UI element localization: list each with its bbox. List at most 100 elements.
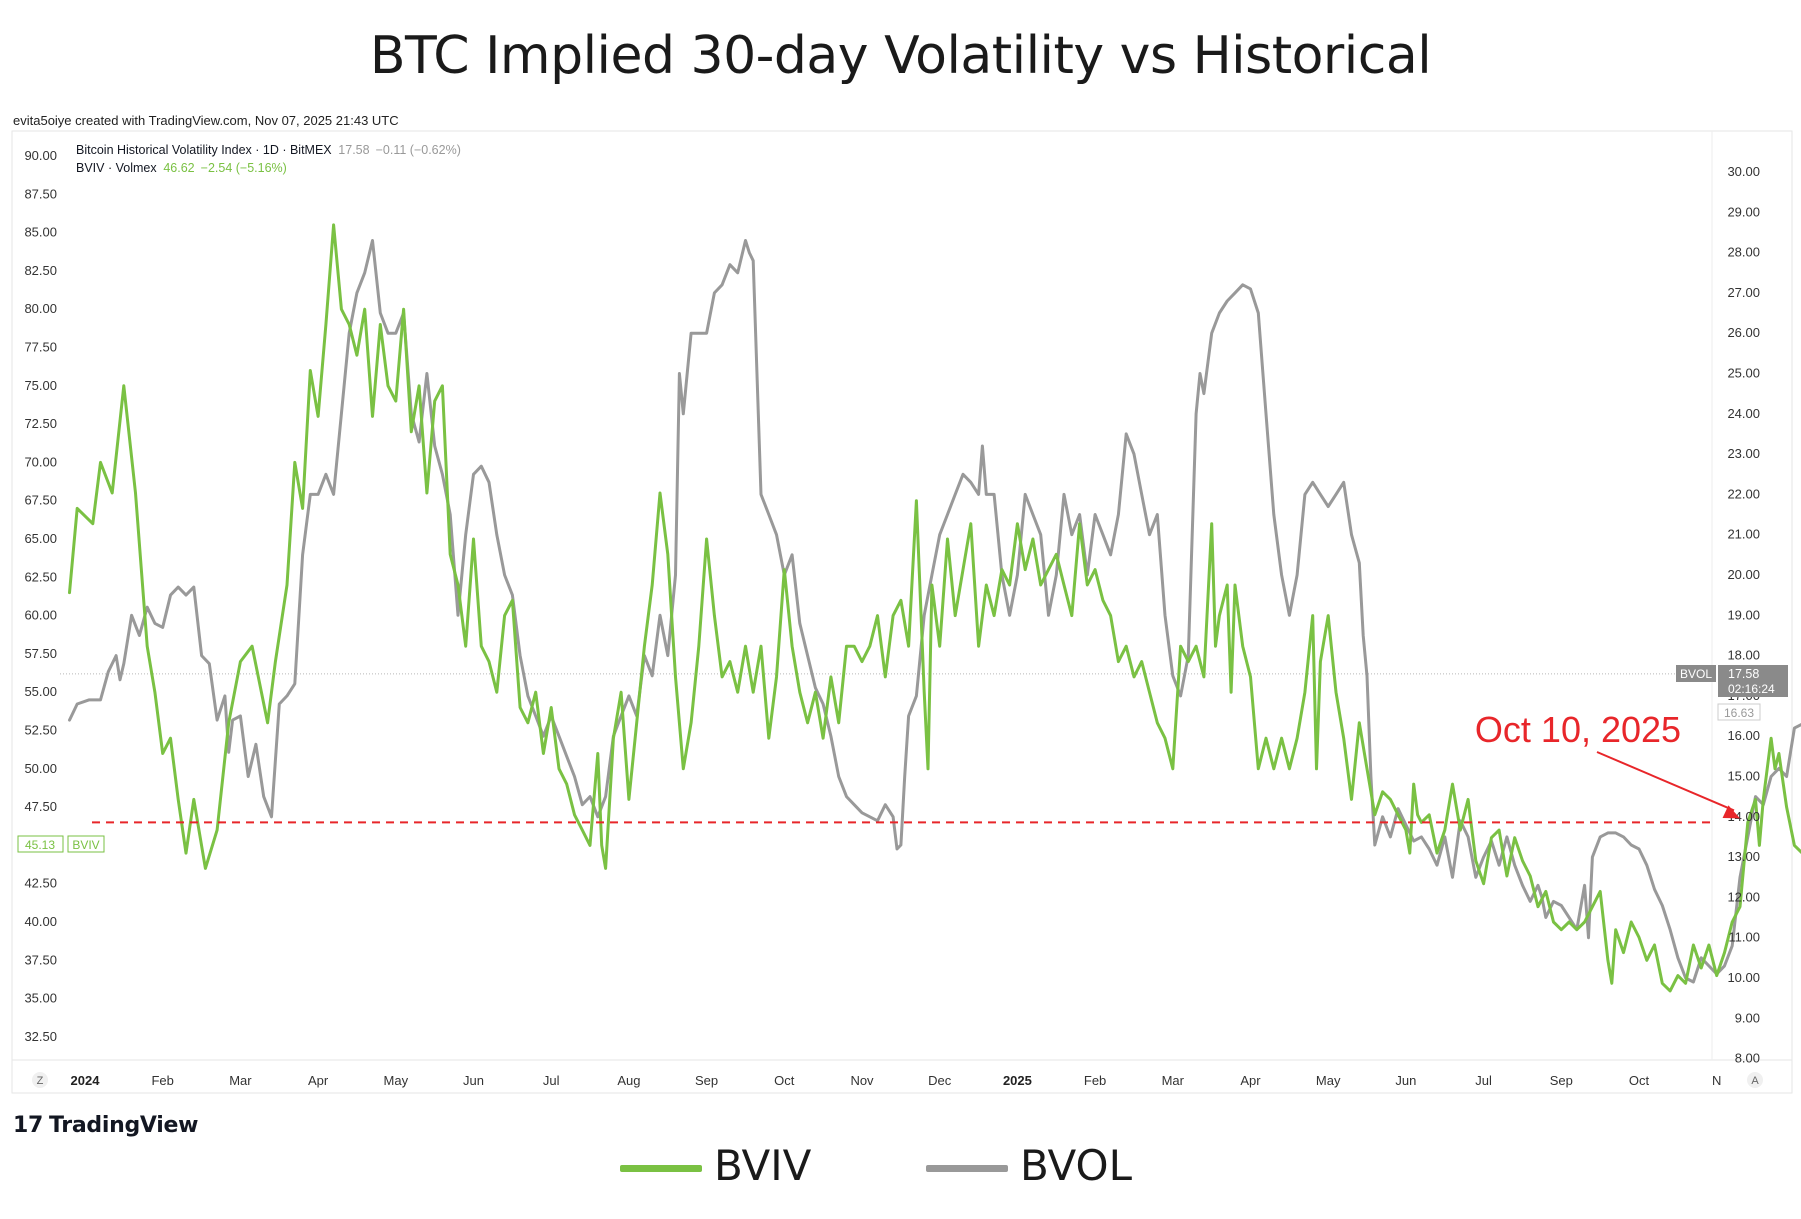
bvol-last-value: 17.58 [1728,667,1759,681]
annotation-arrow-head [1722,805,1741,819]
x-axis: 2024 Feb Mar Apr May Jun Jul Aug Sep Oct Nov Dec 202… [71,1073,1722,1088]
bvol-tag-box [1676,665,1716,682]
chart-title: BTC Implied 30-day Volatility vs Histori… [369,26,1432,86]
auto-scale-button[interactable] [1747,1072,1763,1088]
x-tick-label: N [1712,1073,1721,1088]
chart-svg: 90.00 87.50 85.00 82.50 80.00 77.50 75.00 72.50… [11,130,1801,1094]
x-tick-label: Sep [695,1073,718,1088]
tradingview-logo-text: TradingView [49,1113,199,1138]
x-tick-label: May [1316,1073,1341,1088]
left-tick-label: 87.50 [24,186,57,201]
x-tick-label: May [384,1073,409,1088]
left-tick-label: 72.50 [24,416,57,431]
series-line-bvol [68,239,1801,984]
info-hv-value: 17.58 [338,143,369,157]
left-tick-label: 62.50 [24,569,57,584]
annotation-text: Oct 10, 2025 [1475,709,1681,750]
x-tick-label: Feb [151,1073,173,1088]
x-tick-label: Apr [308,1073,329,1088]
bvol-secondary-value: 16.63 [1724,706,1754,720]
left-tick-label: 42.50 [24,876,57,891]
info-hv-change: −0.11 (−0.62%) [376,143,461,157]
series-info-header: Bitcoin Historical Volatility Index · 1D… [76,143,461,175]
bviv-value-box [17,835,64,853]
annotation-arrow-line [1596,751,1735,812]
right-tick-label: 21.00 [1727,527,1760,542]
right-tick-label: 13.00 [1727,849,1760,864]
right-tick-label: 8.00 [1735,1051,1760,1066]
left-tick-label: 47.50 [24,799,57,814]
right-tick-label: 16.00 [1727,728,1760,743]
x-tick-label: Sep [1550,1073,1573,1088]
x-tick-label: Oct [774,1073,795,1088]
left-tick-label: 60.00 [24,608,57,623]
axis-buttons: Z A [32,1072,1763,1088]
left-tick-label: 52.50 [24,723,57,738]
x-tick-label: Oct [1629,1073,1650,1088]
left-tick-label: 67.50 [24,493,57,508]
log-scale-button[interactable] [32,1072,48,1088]
right-tick-label: 26.00 [1727,325,1760,340]
x-tick-label: Jul [543,1073,560,1088]
x-tick-label: Feb [1084,1073,1106,1088]
right-tick-label: 18.00 [1727,648,1760,663]
bvol-tag: BVOL [1680,667,1712,681]
right-tick-label: 14.00 [1727,809,1760,824]
right-last-value-labels: BVOL 17.58 02:16:24 16.63 [1676,665,1788,721]
left-tick-label: 32.50 [24,1029,57,1044]
left-tick-label: 77.50 [24,340,57,355]
info-bviv-value: 46.62 [163,161,194,175]
left-tick-label: 80.00 [24,301,57,316]
left-tick-label: 82.50 [24,263,57,278]
left-tick-label: 57.50 [24,646,57,661]
info-hv-label: Bitcoin Historical Volatility Index · 1D… [76,143,332,157]
right-tick-label: 12.00 [1727,889,1760,904]
left-tick-label: 85.00 [24,225,57,240]
left-tick-label: 55.00 [24,684,57,699]
right-tick-label: 29.00 [1727,204,1760,219]
left-tick-label: 75.00 [24,378,57,393]
x-tick-label: 2024 [71,1073,101,1088]
right-tick-label: 22.00 [1727,486,1760,501]
x-tick-label: Jun [1395,1073,1416,1088]
left-tick-label: 90.00 [24,148,57,163]
log-scale-button-label: Z [37,1075,44,1087]
x-tick-label: 2025 [1003,1073,1032,1088]
right-tick-label: 10.00 [1727,970,1760,985]
bvol-value-box [1718,665,1788,697]
x-tick-label: Apr [1240,1073,1261,1088]
tradingview-logo-icon: 17 [13,1113,44,1138]
x-tick-label: Aug [617,1073,640,1088]
right-tick-label: 28.00 [1727,245,1760,260]
x-tick-label: Jul [1475,1073,1492,1088]
x-tick-label: Dec [928,1073,952,1088]
bvol-countdown: 02:16:24 [1728,682,1775,696]
auto-scale-button-label: A [1751,1075,1759,1087]
left-axis: 90.00 87.50 85.00 82.50 80.00 77.50 75.00 72.50… [24,148,57,1044]
right-tick-label: 19.00 [1727,607,1760,622]
bvol-secondary-box [1717,703,1761,721]
bviv-last-value: 45.13 [25,838,55,852]
right-tick-label: 9.00 [1735,1010,1760,1025]
right-tick-label: 23.00 [1727,446,1760,461]
right-tick-label: 25.00 [1727,366,1760,381]
legend-bvol-line [926,1165,1008,1172]
x-tick-label: Jun [463,1073,484,1088]
x-tick-label: Nov [850,1073,874,1088]
legend-bviv-line [620,1165,702,1172]
tradingview-logo: 17 TradingView [13,1113,198,1138]
left-tick-label: 35.00 [24,991,57,1006]
bviv-tag: BVIV [72,838,99,852]
left-tick-label: 40.00 [24,914,57,929]
left-tick-label: 37.50 [24,952,57,967]
bviv-tag-box [67,835,105,853]
right-axis: 30.00 29.00 28.00 27.00 26.00 25.00 24.00 23.00… [1727,164,1760,1066]
x-tick-label: Mar [229,1073,252,1088]
chart-credit: evita5oiye created with TradingView.com,… [13,113,399,128]
info-bviv-change: −2.54 (−5.16%) [201,161,287,175]
series-line-bviv [68,223,1801,993]
left-tick-label: 70.00 [24,454,57,469]
right-tick-label: 30.00 [1727,164,1760,179]
legend-bviv-label: BVIV [714,1141,812,1190]
series-group [68,223,1801,993]
